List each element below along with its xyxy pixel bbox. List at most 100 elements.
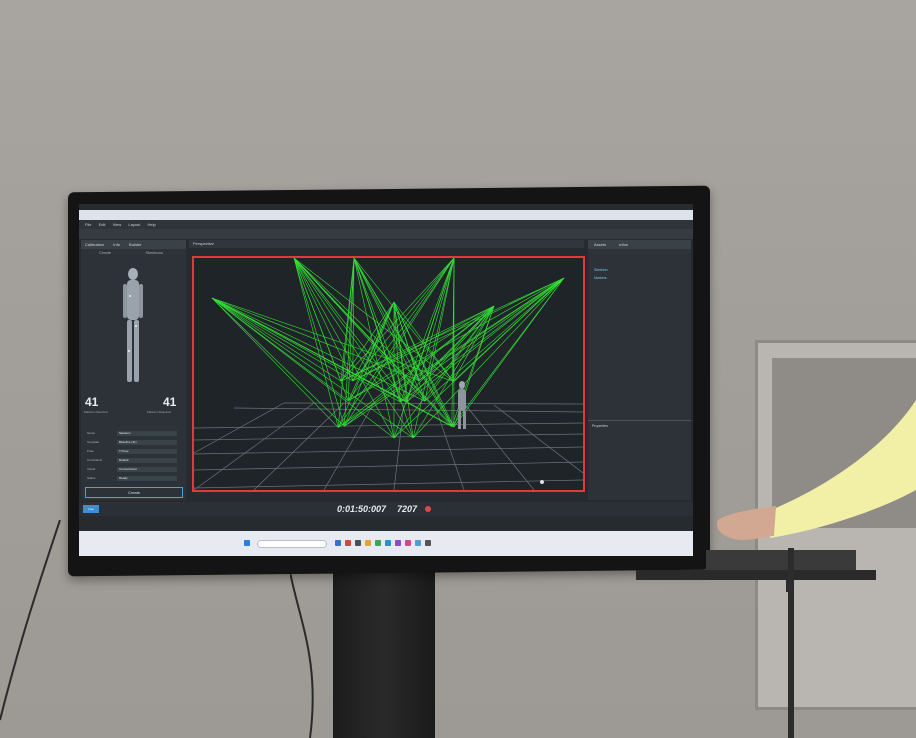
- camera-ray: [424, 277, 565, 402]
- camera-ray: [453, 277, 565, 428]
- live-button[interactable]: Live: [83, 505, 99, 513]
- camera-ray: [337, 258, 355, 428]
- camera-ray: [406, 277, 565, 402]
- search-icon[interactable]: [257, 540, 327, 548]
- timeline-bar: Live 0:01:50:007 7207: [79, 502, 693, 516]
- right-tabs: Assets Infos: [588, 240, 691, 249]
- property-label: Constraints: [87, 458, 103, 462]
- camera-ray: [352, 305, 495, 382]
- subtab-skeletons[interactable]: Skeletons: [145, 250, 163, 255]
- presenter-arm: [717, 400, 916, 540]
- camera-ray: [393, 301, 414, 439]
- camera-ray: [293, 258, 408, 402]
- camera-ray: [344, 305, 495, 427]
- taskbar-app-icon[interactable]: [415, 540, 421, 546]
- camera-ray: [211, 297, 339, 428]
- camera-ray: [293, 258, 426, 402]
- camera-ray: [352, 258, 355, 381]
- camera-ray: [293, 258, 349, 401]
- camera-ray: [211, 297, 353, 382]
- property-value[interactable]: Ready: [117, 476, 177, 481]
- camera-ray: [406, 305, 495, 402]
- tree-item-skeleton[interactable]: Skeleton: [594, 268, 608, 272]
- taskbar-app-icon[interactable]: [355, 540, 361, 546]
- record-icon[interactable]: [425, 506, 431, 512]
- monitor-stand: [333, 572, 435, 738]
- camera-ray: [353, 258, 395, 439]
- left-tabs: Calibration Info Builder: [81, 240, 186, 249]
- body-figure-icon: [123, 268, 143, 382]
- taskbar-app-icon[interactable]: [385, 540, 391, 546]
- builder-panel: Calibration Info Builder Create Skeleton…: [81, 240, 186, 500]
- viewport-label[interactable]: Perspective: [193, 241, 214, 246]
- property-value[interactable]: Baseline (41): [117, 440, 177, 445]
- camera-ray: [293, 258, 395, 439]
- menu-layout[interactable]: Layout: [128, 222, 141, 227]
- camera-ray: [211, 297, 426, 402]
- camera-ray: [419, 277, 565, 381]
- property-value[interactable]: Skeleton: [117, 431, 177, 436]
- camera-ray: [211, 297, 401, 403]
- tab-assets[interactable]: Assets: [594, 242, 607, 247]
- create-button[interactable]: Create: [85, 487, 183, 498]
- camera-ray: [353, 258, 454, 382]
- camera-ray: [400, 258, 455, 403]
- subtab-create[interactable]: Create: [98, 250, 111, 255]
- camera-ray: [344, 258, 355, 427]
- camera-ray: [293, 258, 339, 428]
- tab-calibration[interactable]: Calibration: [85, 242, 105, 247]
- property-label: Name: [87, 431, 96, 435]
- tab-builder[interactable]: Builder: [129, 242, 142, 247]
- property-value[interactable]: Conventional: [117, 467, 177, 472]
- camera-ray: [424, 305, 495, 402]
- taskbar-app-icon[interactable]: [405, 540, 411, 546]
- tab-infos[interactable]: Infos: [619, 242, 628, 247]
- camera-ray: [353, 258, 408, 402]
- panel-divider: [588, 420, 691, 421]
- camera-ray: [293, 258, 420, 381]
- taskbar-app-icon[interactable]: [365, 540, 371, 546]
- camera-ray: [211, 297, 395, 439]
- taskbar-app-icon[interactable]: [335, 540, 341, 546]
- table-pole: [788, 548, 794, 738]
- taskbar-app-icon[interactable]: [395, 540, 401, 546]
- camera-ray: [418, 258, 455, 381]
- property-value[interactable]: Default: [117, 458, 177, 463]
- viewport-header: Perspective: [189, 240, 584, 248]
- tab-info[interactable]: Info: [113, 242, 120, 247]
- menu-view[interactable]: View: [112, 222, 122, 227]
- assets-panel: Assets Infos Skeleton Markers Properties: [588, 240, 691, 500]
- properties-header: Properties: [592, 424, 608, 428]
- menu-edit[interactable]: Edit: [98, 222, 106, 227]
- camera-ray: [452, 258, 455, 382]
- menu-file[interactable]: File: [85, 222, 92, 227]
- camera-ray: [400, 277, 565, 403]
- camera-ray: [211, 297, 454, 382]
- camera-ray: [412, 305, 495, 439]
- camera-ray: [348, 277, 565, 401]
- camera-ray: [353, 258, 420, 381]
- camera-ray: [393, 301, 401, 403]
- taskbar-app-icon[interactable]: [345, 540, 351, 546]
- property-label: Status: [87, 476, 96, 480]
- floor-grid: [194, 402, 583, 490]
- taskbar: [79, 531, 693, 556]
- camera-ray: [293, 258, 354, 382]
- camera-ray: [340, 277, 565, 382]
- taskbar-app-icon[interactable]: [425, 540, 431, 546]
- camera-ray: [211, 297, 342, 382]
- property-value[interactable]: T-Pose: [117, 449, 177, 454]
- taskbar-app-icon[interactable]: [375, 540, 381, 546]
- camera-ray: [406, 258, 455, 402]
- property-row: Visual Conventional: [87, 466, 183, 473]
- camera-ray: [293, 258, 345, 427]
- windows-start-icon[interactable]: [244, 540, 250, 546]
- markers-required-count: 41: [163, 395, 177, 409]
- 3d-viewport[interactable]: [192, 256, 585, 492]
- tracked-actor-icon: [458, 381, 466, 429]
- camera-ray: [353, 258, 401, 403]
- tree-item-markers[interactable]: Markers: [594, 276, 607, 280]
- property-row: Status Ready: [87, 475, 183, 482]
- property-label: Template: [87, 440, 100, 444]
- menu-help[interactable]: Help: [147, 222, 156, 227]
